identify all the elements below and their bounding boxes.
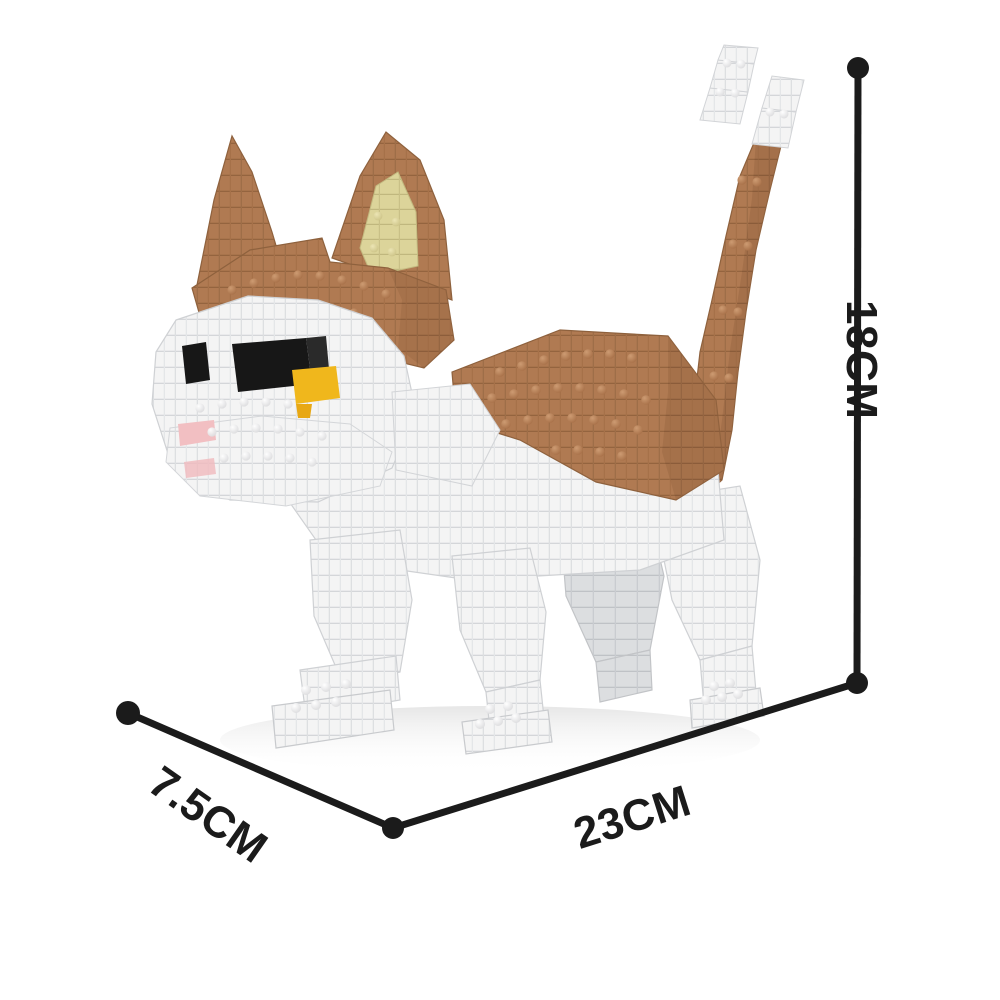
cat-front-leg-left	[271, 529, 413, 749]
cat-chest	[391, 383, 501, 487]
cat-eye-right	[232, 338, 312, 392]
cat-tail-tip	[699, 44, 805, 149]
cat-eye-left	[182, 342, 210, 384]
cat-nose	[292, 366, 340, 404]
cat-front-leg-right	[451, 547, 553, 755]
cat-mouth	[178, 420, 216, 446]
cat-head	[151, 131, 455, 507]
dimension-label-height: 18CM	[837, 300, 886, 420]
